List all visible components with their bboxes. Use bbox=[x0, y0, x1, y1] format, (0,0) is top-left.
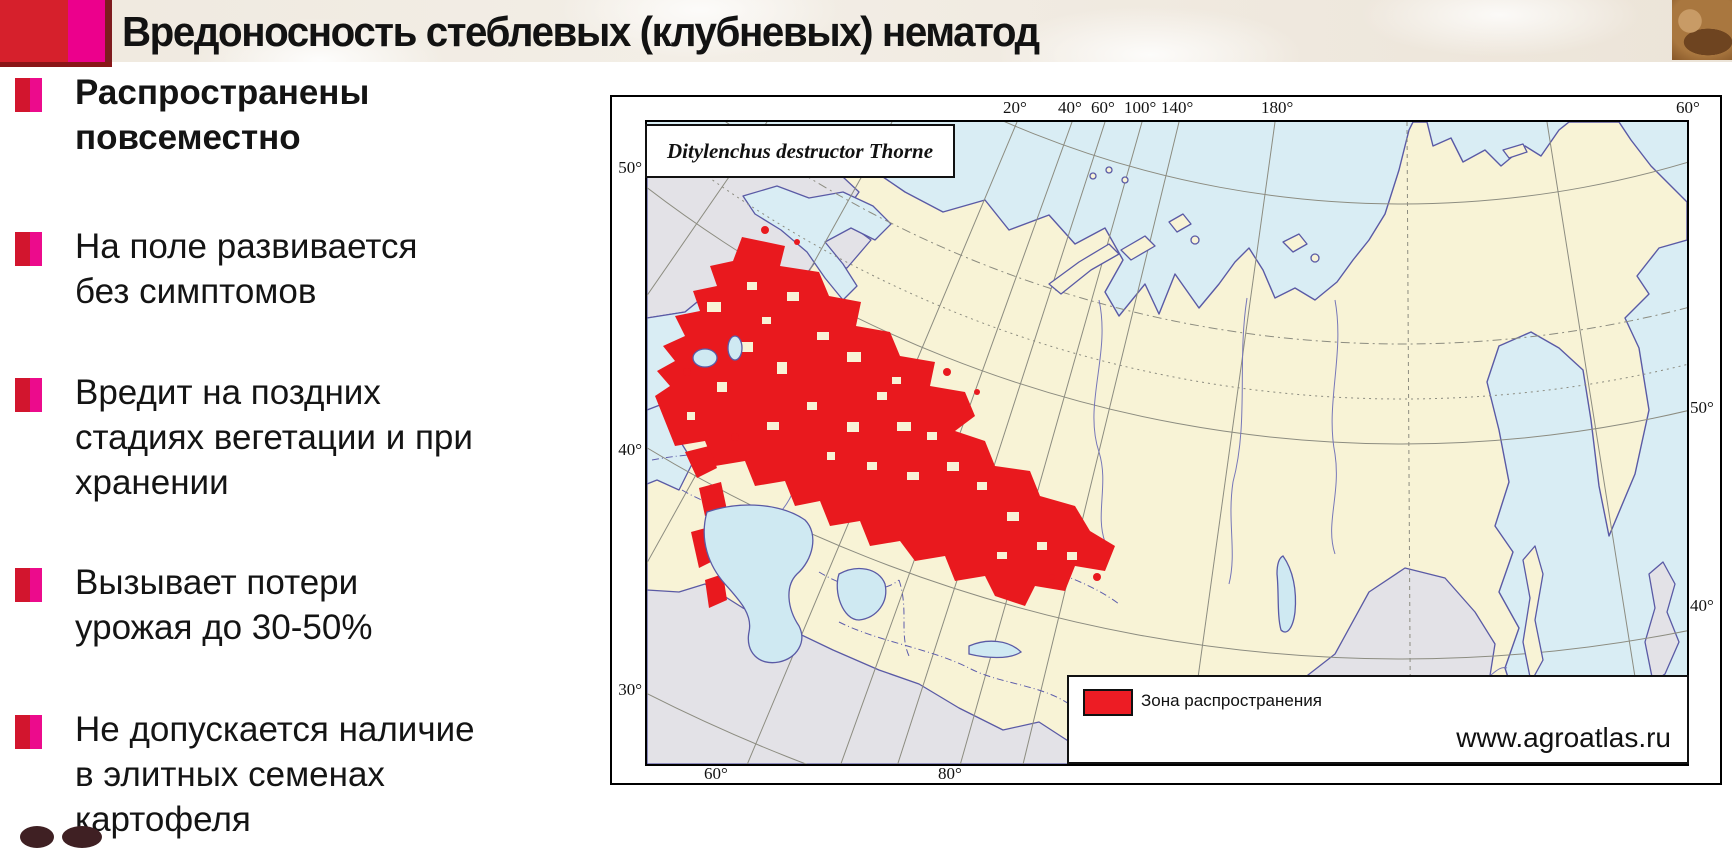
bullet-text: Не допускается наличие в элитных семенах… bbox=[75, 710, 475, 839]
header-accent-magenta-square bbox=[68, 0, 105, 62]
map-canvas bbox=[645, 120, 1689, 766]
axis-label-left: 50° bbox=[618, 158, 642, 177]
header-accent-red-square bbox=[0, 0, 68, 62]
bullet-marker bbox=[15, 232, 42, 266]
axis-label-top: 140° bbox=[1161, 98, 1194, 117]
axis-label-bottom: 80° bbox=[938, 764, 962, 783]
axis-label-top: 20° bbox=[1003, 98, 1027, 117]
bullet-text: Вызывает потери урожая до 30-50% bbox=[75, 563, 373, 647]
header-accent-underline bbox=[0, 62, 112, 67]
axis-label-top: 60° bbox=[1676, 98, 1700, 117]
bullet-marker bbox=[15, 78, 42, 112]
source-url: www.agroatlas.ru bbox=[1456, 722, 1671, 753]
cutoff-shape bbox=[20, 826, 54, 848]
species-name: Ditylenchus destructor Thorne bbox=[666, 138, 934, 163]
axis-label-left: 40° bbox=[618, 440, 642, 459]
legend-zone-label: Зона распространения bbox=[1141, 691, 1322, 710]
header-accent-maroon-sliver bbox=[105, 0, 112, 62]
axis-label-right: 50° bbox=[1690, 398, 1714, 417]
bullet-text: Вредит на поздних стадиях вегетации и пр… bbox=[75, 373, 473, 502]
bullet-text: Распространены повсеместно bbox=[75, 73, 370, 157]
axis-label-top: 60° bbox=[1091, 98, 1115, 117]
bread-photo-thumbnail bbox=[1672, 0, 1732, 60]
bullet-marker bbox=[15, 568, 42, 602]
bullet-text: На поле развивается без симптомов bbox=[75, 227, 418, 311]
axis-label-top: 40° bbox=[1058, 98, 1082, 117]
bullet-marker bbox=[15, 378, 42, 412]
header-bar: Вредоносность стеблевых (клубневых) нема… bbox=[0, 0, 1732, 62]
species-label-box: Ditylenchus destructor Thorne bbox=[645, 124, 955, 178]
axis-label-top: 180° bbox=[1261, 98, 1294, 117]
distribution-map-figure: 20° 40° 60° 100° 140° 180° 60° 50° 40° 3… bbox=[610, 95, 1722, 785]
cutoff-shape bbox=[62, 826, 102, 848]
axis-label-right: 40° bbox=[1690, 596, 1714, 615]
distribution-map-svg bbox=[647, 122, 1687, 764]
axis-label-top: 100° bbox=[1124, 98, 1157, 117]
legend-zone-swatch bbox=[1083, 689, 1133, 716]
bullet-marker bbox=[15, 715, 42, 749]
axis-label-bottom: 60° bbox=[704, 764, 728, 783]
axis-label-left: 30° bbox=[618, 680, 642, 699]
page-title: Вредоносность стеблевых (клубневых) нема… bbox=[122, 8, 1040, 55]
map-legend: Зона распространения www.agroatlas.ru bbox=[1067, 675, 1689, 764]
